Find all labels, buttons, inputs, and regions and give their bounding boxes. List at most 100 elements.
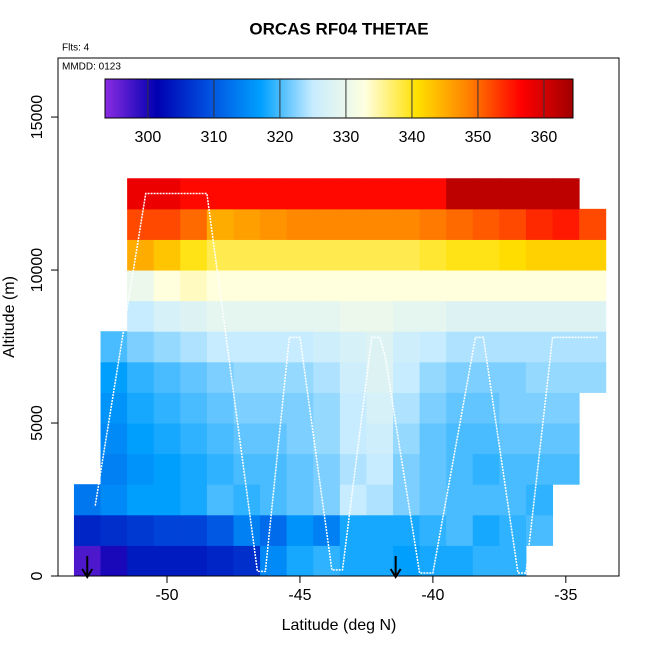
heat-cell: [552, 208, 580, 240]
heat-cell: [472, 392, 500, 424]
heat-cell: [180, 423, 208, 455]
heat-cell: [552, 178, 580, 210]
heat-cell: [472, 453, 500, 485]
heat-cell: [233, 392, 261, 424]
heat-cell: [446, 300, 474, 332]
heat-cell: [419, 453, 447, 485]
heat-cell: [153, 239, 181, 271]
heat-cell: [286, 545, 314, 577]
heat-cell: [446, 545, 474, 577]
heat-cell: [260, 484, 288, 516]
heat-cell: [366, 270, 394, 302]
heat-cell: [313, 178, 341, 210]
x-tick-label: -40: [421, 587, 444, 604]
heat-cell: [206, 331, 234, 363]
heat-cell: [393, 392, 421, 424]
heat-cell: [339, 331, 367, 363]
heat-cell: [579, 239, 607, 271]
heat-cell: [100, 392, 128, 424]
heat-cell: [313, 208, 341, 240]
colorbar-tick-label: 350: [465, 129, 492, 146]
x-tick-label: -45: [288, 587, 311, 604]
heat-cell: [499, 270, 527, 302]
heat-cell: [339, 208, 367, 240]
heat-cell: [313, 484, 341, 516]
heat-cell: [286, 423, 314, 455]
heat-cell: [127, 392, 155, 424]
heat-cell: [206, 392, 234, 424]
heat-cell: [525, 270, 554, 302]
heat-cell: [393, 514, 421, 546]
heat-cell: [73, 514, 102, 546]
heat-cell: [127, 270, 155, 302]
heat-cell: [313, 392, 341, 424]
heat-cell: [525, 514, 554, 546]
heat-cell: [393, 208, 421, 240]
colorbar-tick-label: 300: [135, 129, 162, 146]
heat-cell: [339, 239, 367, 271]
heat-cell: [100, 545, 128, 577]
heat-cell: [153, 392, 181, 424]
plot-frame: [57, 57, 620, 577]
heat-cell: [180, 514, 208, 546]
annotation: Flts: 4: [62, 43, 90, 54]
heat-cell: [419, 208, 447, 240]
heat-cell: [313, 270, 341, 302]
heat-cell: [206, 423, 234, 455]
heat-cell: [180, 300, 208, 332]
heat-cell: [233, 208, 261, 240]
heat-cell: [419, 545, 447, 577]
heat-cell: [339, 423, 367, 455]
heat-cell: [286, 361, 314, 393]
chart-title: ORCAS RF04 THETAE: [249, 19, 428, 38]
heat-cell: [393, 361, 421, 393]
heat-cell: [206, 361, 234, 393]
heat-cell: [499, 300, 527, 332]
heat-cell: [127, 239, 155, 271]
colorbar-tick-label: 320: [267, 129, 294, 146]
heat-cell: [339, 178, 367, 210]
heat-cell: [153, 361, 181, 393]
heat-cell: [472, 545, 500, 577]
heat-cell: [233, 239, 261, 271]
heat-cell: [100, 453, 128, 485]
heat-cell: [419, 270, 447, 302]
heat-cell: [525, 300, 554, 332]
heat-cell: [127, 545, 155, 577]
heat-cell: [472, 178, 500, 210]
heat-cell: [446, 178, 474, 210]
heat-cell: [366, 361, 394, 393]
heat-cell: [100, 484, 128, 516]
heat-cell: [472, 361, 500, 393]
heat-cell: [579, 361, 607, 393]
heat-cell: [472, 484, 500, 516]
heat-cell: [286, 484, 314, 516]
heat-cell: [260, 239, 288, 271]
heat-cell: [206, 484, 234, 516]
heat-cell: [127, 484, 155, 516]
heat-cell: [525, 484, 554, 516]
heat-cell: [552, 453, 580, 485]
heat-cell: [499, 545, 527, 577]
heat-cell: [419, 331, 447, 363]
heat-cell: [313, 545, 341, 577]
heat-cell: [552, 270, 580, 302]
heat-cell: [366, 484, 394, 516]
colorbar-tick-label: 360: [531, 129, 558, 146]
heat-cell: [552, 392, 580, 424]
heat-cell: [472, 514, 500, 546]
heat-cell: [233, 270, 261, 302]
heat-cell: [419, 361, 447, 393]
heat-cell: [552, 300, 580, 332]
heat-cell: [525, 453, 554, 485]
heat-cell: [180, 484, 208, 516]
heat-cell: [393, 331, 421, 363]
heat-cell: [313, 239, 341, 271]
heat-cell: [366, 208, 394, 240]
heat-cell: [499, 484, 527, 516]
heat-cell: [286, 453, 314, 485]
heat-cell: [552, 331, 580, 363]
heat-cell: [180, 453, 208, 485]
heat-cell: [446, 270, 474, 302]
heat-cell: [446, 392, 474, 424]
